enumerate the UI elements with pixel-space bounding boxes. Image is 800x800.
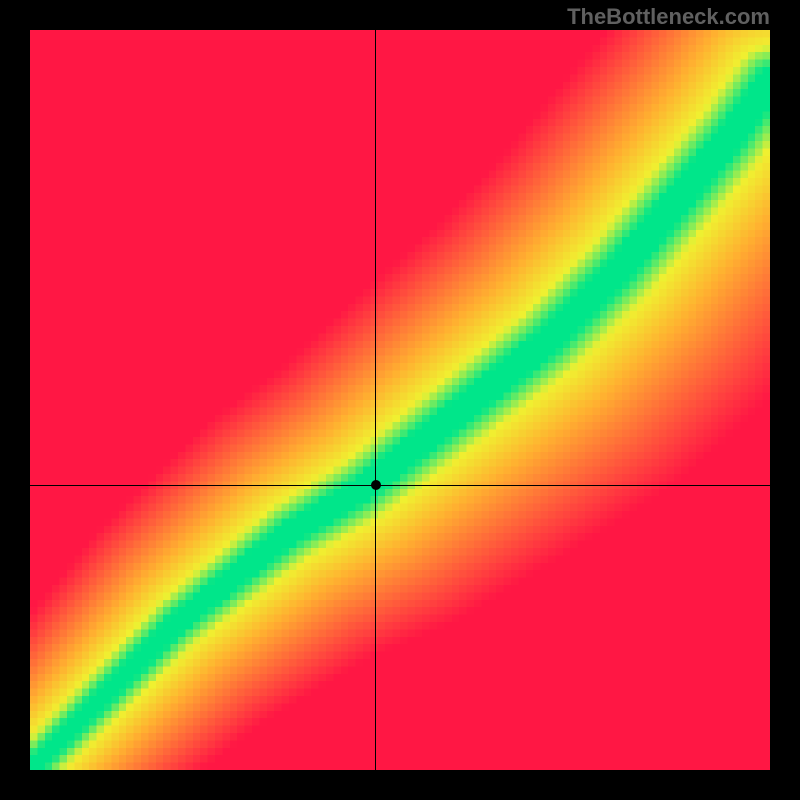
marker-dot	[371, 480, 381, 490]
bottleneck-heatmap	[30, 30, 770, 770]
heatmap-canvas	[30, 30, 770, 770]
crosshair-horizontal	[30, 485, 770, 486]
crosshair-vertical	[375, 30, 376, 770]
watermark: TheBottleneck.com	[567, 4, 770, 30]
